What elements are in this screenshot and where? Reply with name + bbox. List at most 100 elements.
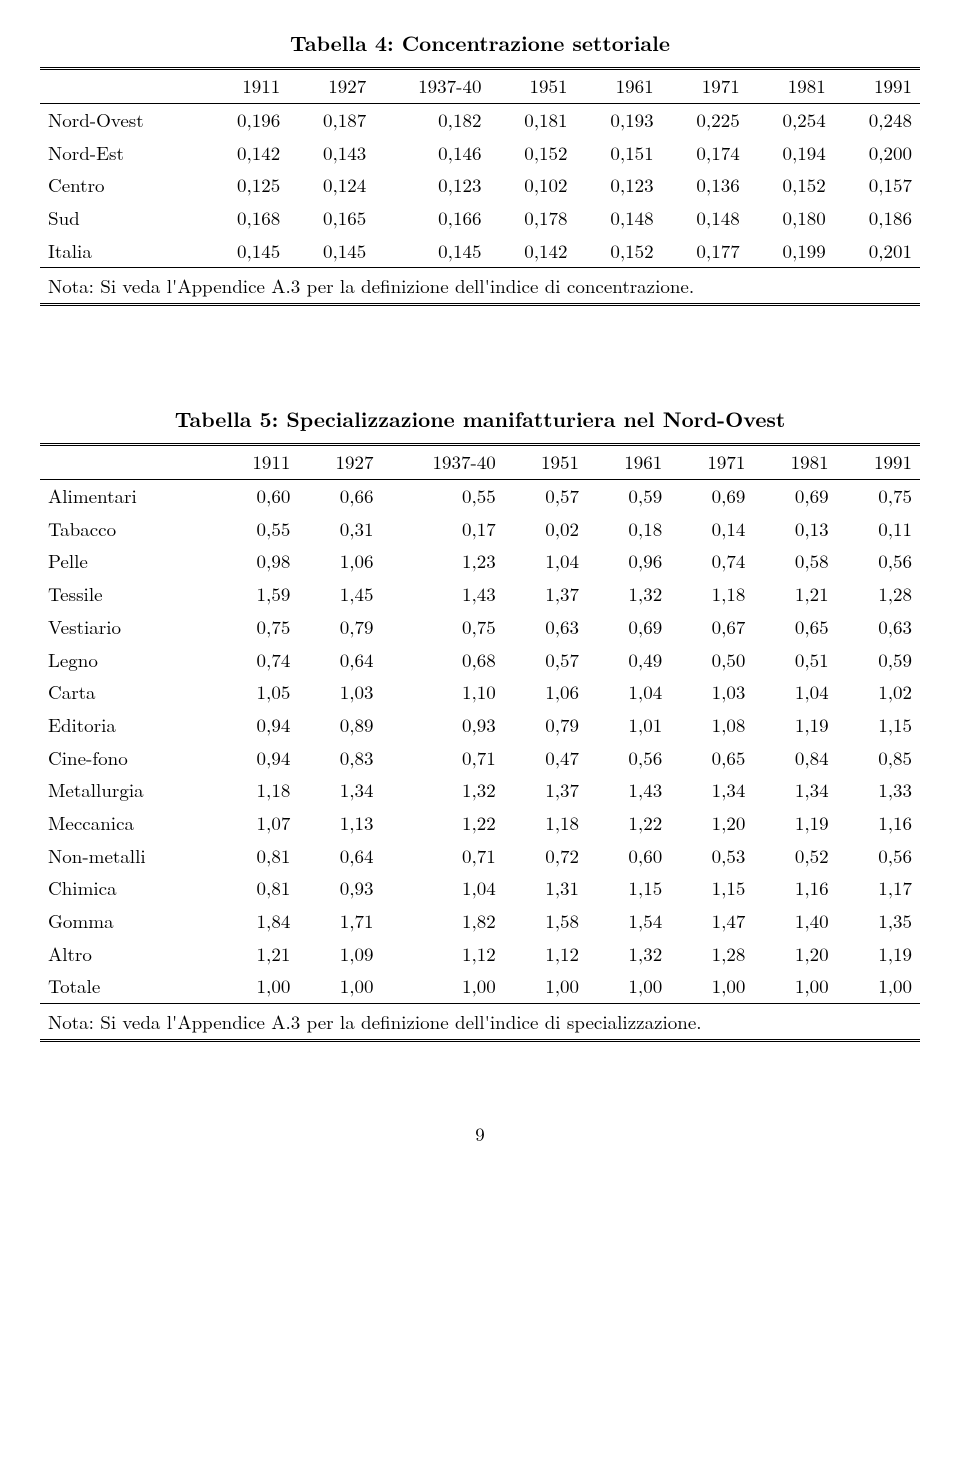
- table-5-col: 1971: [670, 445, 753, 480]
- cell: 0,187: [288, 103, 374, 136]
- cell: 0,57: [504, 644, 587, 677]
- row-label: Pelle: [40, 545, 215, 578]
- row-label: Editoria: [40, 709, 215, 742]
- row-label: Tessile: [40, 578, 215, 611]
- cell: 1,22: [587, 807, 670, 840]
- cell: 0,63: [837, 611, 920, 644]
- row-label: Totale: [40, 970, 215, 1003]
- table-5-col: 1981: [753, 445, 836, 480]
- cell: 1,54: [587, 905, 670, 938]
- cell: 0,14: [670, 513, 753, 546]
- cell: 1,59: [215, 578, 298, 611]
- cell: 0,81: [215, 872, 298, 905]
- cell: 0,248: [834, 103, 920, 136]
- cell: 0,152: [576, 235, 662, 268]
- cell: 0,63: [504, 611, 587, 644]
- cell: 1,06: [504, 676, 587, 709]
- cell: 1,18: [670, 578, 753, 611]
- cell: 1,09: [298, 938, 381, 971]
- cell: 0,75: [215, 611, 298, 644]
- cell: 1,40: [753, 905, 836, 938]
- cell: 0,64: [298, 840, 381, 873]
- table-row: Altro1,211,091,121,121,321,281,201,19: [40, 938, 920, 971]
- row-label: Non-metalli: [40, 840, 215, 873]
- table-5-col: 1927: [298, 445, 381, 480]
- table-4-note-row: Nota: Si veda l'Appendice A.3 per la def…: [40, 268, 920, 305]
- cell: 1,45: [298, 578, 381, 611]
- cell: 1,03: [670, 676, 753, 709]
- table-row: Centro0,1250,1240,1230,1020,1230,1360,15…: [40, 169, 920, 202]
- row-label: Nord-Ovest: [40, 103, 202, 136]
- cell: 1,03: [298, 676, 381, 709]
- cell: 1,43: [587, 774, 670, 807]
- cell: 0,152: [748, 169, 834, 202]
- cell: 1,12: [382, 938, 504, 971]
- cell: 0,59: [587, 480, 670, 513]
- row-label: Cine-fono: [40, 742, 215, 775]
- cell: 1,04: [382, 872, 504, 905]
- cell: 1,16: [837, 807, 920, 840]
- table-4-col: 1951: [489, 69, 575, 104]
- cell: 0,75: [837, 480, 920, 513]
- table-4-col: 1937-40: [374, 69, 489, 104]
- table-row: Chimica0,810,931,041,311,151,151,161,17: [40, 872, 920, 905]
- table-5-col: 1951: [504, 445, 587, 480]
- cell: 1,28: [670, 938, 753, 971]
- row-label: Legno: [40, 644, 215, 677]
- table-4-note: Nota: Si veda l'Appendice A.3 per la def…: [40, 268, 920, 305]
- cell: 0,123: [576, 169, 662, 202]
- cell: 0,65: [753, 611, 836, 644]
- cell: 1,37: [504, 774, 587, 807]
- cell: 1,00: [382, 970, 504, 1003]
- cell: 0,186: [834, 202, 920, 235]
- cell: 0,174: [662, 137, 748, 170]
- cell: 1,17: [837, 872, 920, 905]
- cell: 1,00: [504, 970, 587, 1003]
- table-row: Totale1,001,001,001,001,001,001,001,00: [40, 970, 920, 1003]
- cell: 1,22: [382, 807, 504, 840]
- cell: 0,83: [298, 742, 381, 775]
- cell: 0,142: [489, 235, 575, 268]
- table-row: Meccanica1,071,131,221,181,221,201,191,1…: [40, 807, 920, 840]
- table-row: Tessile1,591,451,431,371,321,181,211,28: [40, 578, 920, 611]
- cell: 0,55: [215, 513, 298, 546]
- cell: 0,94: [215, 742, 298, 775]
- table-row: Non-metalli0,810,640,710,720,600,530,520…: [40, 840, 920, 873]
- cell: 0,148: [662, 202, 748, 235]
- table-5-col: 1991: [837, 445, 920, 480]
- cell: 1,19: [837, 938, 920, 971]
- cell: 1,05: [215, 676, 298, 709]
- cell: 1,32: [382, 774, 504, 807]
- cell: 0,166: [374, 202, 489, 235]
- cell: 0,143: [288, 137, 374, 170]
- cell: 1,06: [298, 545, 381, 578]
- row-label: Altro: [40, 938, 215, 971]
- cell: 1,47: [670, 905, 753, 938]
- cell: 0,49: [587, 644, 670, 677]
- cell: 1,00: [298, 970, 381, 1003]
- row-label: Sud: [40, 202, 202, 235]
- cell: 1,15: [837, 709, 920, 742]
- cell: 0,199: [748, 235, 834, 268]
- cell: 0,52: [753, 840, 836, 873]
- cell: 0,56: [837, 840, 920, 873]
- cell: 0,194: [748, 137, 834, 170]
- cell: 0,17: [382, 513, 504, 546]
- cell: 0,181: [489, 103, 575, 136]
- table-row: Sud0,1680,1650,1660,1780,1480,1480,1800,…: [40, 202, 920, 235]
- cell: 0,69: [587, 611, 670, 644]
- cell: 0,67: [670, 611, 753, 644]
- cell: 0,55: [382, 480, 504, 513]
- cell: 0,59: [837, 644, 920, 677]
- page-number: 9: [40, 1122, 920, 1147]
- cell: 0,93: [382, 709, 504, 742]
- cell: 1,18: [215, 774, 298, 807]
- cell: 1,34: [298, 774, 381, 807]
- cell: 1,19: [753, 807, 836, 840]
- cell: 0,47: [504, 742, 587, 775]
- cell: 0,145: [288, 235, 374, 268]
- table-row: Carta1,051,031,101,061,041,031,041,02: [40, 676, 920, 709]
- cell: 1,00: [753, 970, 836, 1003]
- cell: 0,72: [504, 840, 587, 873]
- cell: 0,142: [202, 137, 288, 170]
